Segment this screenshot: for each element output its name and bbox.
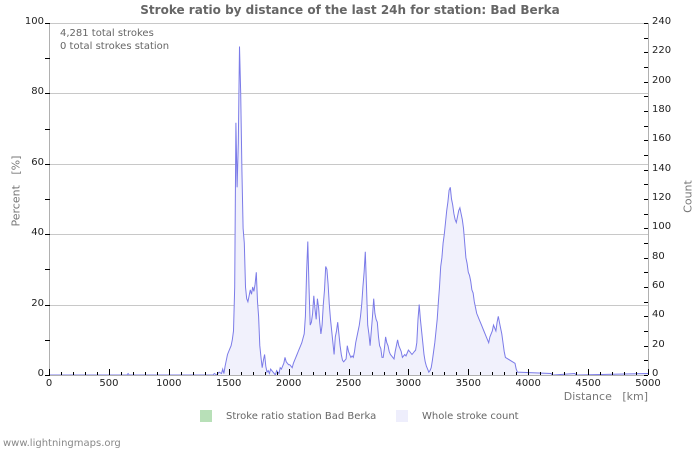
left-tick-label: 60 bbox=[31, 156, 44, 168]
x-axis-label: Distance [km] bbox=[563, 390, 648, 403]
x-tick-label: 4000 bbox=[515, 378, 541, 389]
right-tick-label: 160 bbox=[652, 133, 672, 145]
left-tick-label: 100 bbox=[24, 16, 44, 27]
left-tick-label: 0 bbox=[37, 368, 44, 379]
legend-item-whole-count: Whole stroke count bbox=[396, 410, 519, 422]
left-tick-label: 80 bbox=[31, 86, 44, 98]
right-tick-label: 120 bbox=[652, 192, 672, 203]
station-strokes-text: 0 total strokes station bbox=[60, 41, 170, 52]
right-tick-label: 200 bbox=[652, 74, 672, 86]
right-tick-label: 140 bbox=[652, 162, 672, 174]
legend-swatch-green bbox=[200, 410, 212, 422]
x-tick-label: 500 bbox=[99, 378, 119, 389]
x-tick-label: 3000 bbox=[395, 378, 422, 389]
chart-title: Stroke ratio by distance of the last 24h… bbox=[140, 3, 560, 17]
x-tick-label: 5000 bbox=[635, 378, 661, 389]
right-axis-label: Count bbox=[681, 180, 695, 213]
legend-label: Whole stroke count bbox=[422, 410, 519, 422]
legend-item-station-ratio: Stroke ratio station Bad Berka bbox=[200, 410, 376, 422]
right-tick-label: 40 bbox=[652, 309, 665, 321]
left-axis-label: Percent [%] bbox=[9, 155, 23, 227]
x-tick-label: 3500 bbox=[455, 378, 482, 389]
x-tick-label: 1000 bbox=[156, 378, 182, 389]
legend-label: Stroke ratio station Bad Berka bbox=[226, 410, 377, 422]
right-tick-label: 100 bbox=[652, 221, 672, 233]
x-tick-label: 0 bbox=[45, 378, 53, 389]
x-tick-label: 4500 bbox=[575, 378, 601, 389]
x-tick-label: 1500 bbox=[215, 378, 242, 389]
right-tick-label: 220 bbox=[652, 45, 672, 57]
total-strokes-text: 4,281 total strokes bbox=[60, 28, 154, 39]
right-tick-label: 60 bbox=[652, 280, 665, 291]
right-tick-label: 0 bbox=[652, 368, 659, 379]
x-tick-label: 2000 bbox=[275, 378, 302, 389]
x-tick-label: 2500 bbox=[335, 378, 362, 389]
right-tick-label: 20 bbox=[652, 338, 665, 350]
right-tick-label: 240 bbox=[652, 16, 672, 27]
left-tick-label: 40 bbox=[31, 227, 44, 239]
left-tick-label: 20 bbox=[31, 297, 44, 309]
legend-swatch-lavender bbox=[396, 410, 408, 422]
right-tick-label: 180 bbox=[652, 104, 672, 115]
site-footer: www.lightningmaps.org bbox=[3, 438, 121, 449]
right-tick-label: 80 bbox=[652, 250, 665, 262]
